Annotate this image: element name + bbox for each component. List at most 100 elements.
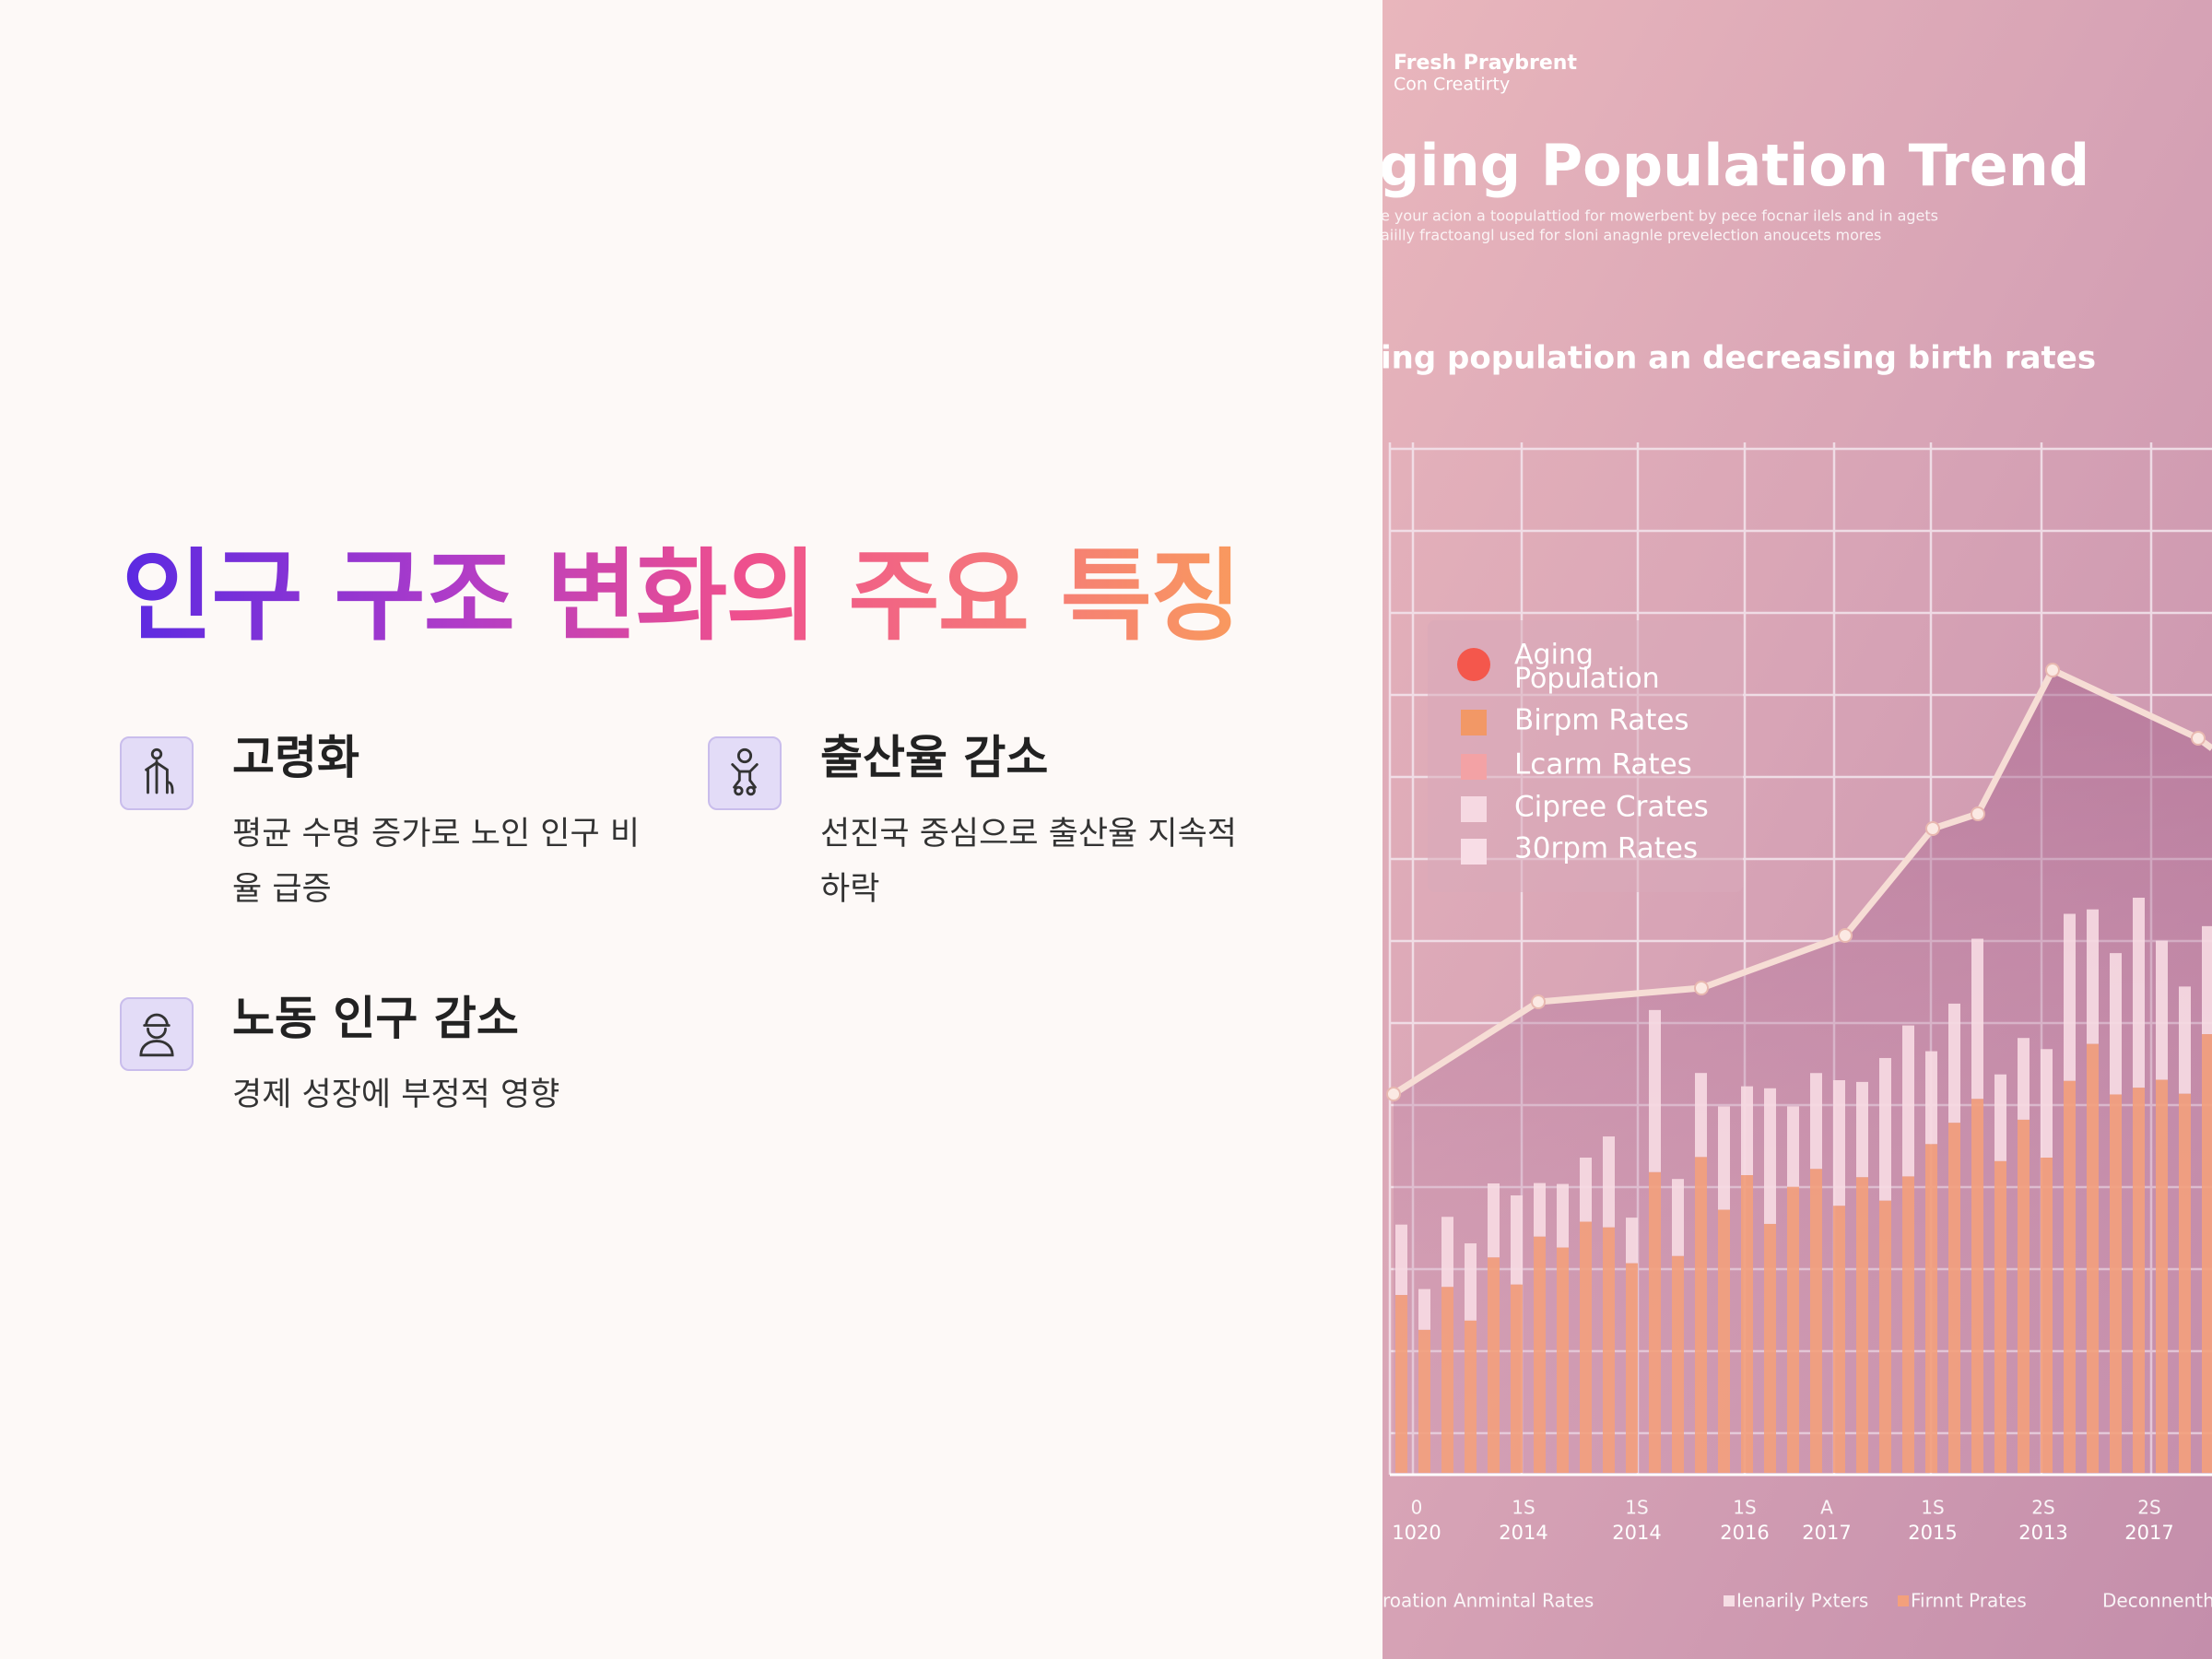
feature: 노동 인구 감소 경제 성장에 부정적 영향	[120, 992, 748, 1123]
x-tick-top: 0	[1411, 1497, 1423, 1519]
feature-title: 노동 인구 감소	[232, 992, 519, 1045]
decorative-bar	[1971, 938, 1983, 1100]
image-title: ging Population Trend	[1382, 132, 2089, 199]
x-tick-top: 1S	[1733, 1497, 1756, 1519]
decorative-bar	[1810, 1169, 1822, 1473]
decorative-bar	[2179, 1093, 2191, 1473]
decorative-bar	[2064, 1080, 2076, 1473]
decorative-bar	[1488, 1257, 1500, 1473]
legend-swatch	[1461, 839, 1487, 865]
decorative-bar	[1994, 1160, 2006, 1473]
legend-label: 30rpm Rates	[1514, 832, 1698, 865]
decorative-bar	[2018, 1119, 2030, 1473]
icon-worker	[120, 997, 194, 1071]
decorative-bar	[1902, 1025, 1914, 1177]
decorative-bar	[2064, 913, 2076, 1081]
image-subtitle: e your acion a toopulattiod for mowerben…	[1382, 207, 1938, 225]
legend-swatch	[1461, 710, 1487, 735]
decorative-bar	[1833, 1206, 1845, 1473]
decorative-bar	[2018, 1038, 2030, 1120]
decorative-bar	[1395, 1224, 1407, 1296]
decorative-bar	[2087, 909, 2099, 1044]
decorative-bar	[1764, 1223, 1776, 1473]
decorative-bar	[2133, 898, 2145, 1088]
x-tick-label: 2017	[2124, 1522, 2173, 1544]
decorative-bar	[1649, 1009, 1661, 1172]
decorative-bar	[1948, 1123, 1960, 1473]
x-tick-label: 2013	[2018, 1522, 2067, 1544]
legend-swatch	[1461, 796, 1487, 822]
decorative-bar	[1441, 1287, 1453, 1473]
decorative-bar	[1787, 1186, 1799, 1473]
decorative-bar	[1534, 1182, 1546, 1237]
decorative-bar	[1511, 1284, 1523, 1473]
point	[2191, 731, 2206, 746]
decorative-bar	[1925, 1051, 1937, 1145]
feature-title: 출산율 감소	[820, 731, 1049, 784]
decorative-bar	[1418, 1329, 1430, 1473]
heading: 인구 구조 변화의 주요 특징	[122, 516, 1241, 660]
x-tick-top: 1S	[1625, 1497, 1648, 1519]
decorative-bar	[2041, 1049, 2053, 1159]
point	[1386, 1087, 1401, 1101]
decorative-bar	[1879, 1200, 1891, 1473]
decorative-bar	[1695, 1073, 1707, 1158]
decorative-bar	[1441, 1217, 1453, 1288]
legend-label: Aging Population	[1514, 639, 1660, 695]
decorative-bar	[2156, 940, 2168, 1080]
decorative-bar	[2156, 1079, 2168, 1473]
feature-description: 경제 성장에 부정적 영향	[232, 1077, 560, 1113]
decorative-bar	[1580, 1157, 1592, 1222]
decorative-bar	[1833, 1080, 1845, 1206]
legend-box	[1428, 620, 1743, 892]
x-tick-top: A	[1820, 1497, 1833, 1519]
legend-label: Birpm Rates	[1514, 704, 1689, 737]
feature: 출산율 감소 선진국 중심으로 출산율 지속적 하락	[708, 731, 1336, 917]
footer-label: roation Anmintal Rates	[1382, 1590, 1594, 1612]
decorative-bar	[1465, 1243, 1477, 1321]
decorative-bar	[1465, 1320, 1477, 1473]
decorative-bar	[1994, 1074, 2006, 1161]
decorative-bar	[1557, 1247, 1569, 1473]
decorative-bar	[1511, 1194, 1523, 1285]
decorative-bar	[1672, 1179, 1684, 1256]
decorative-bar	[1787, 1106, 1799, 1187]
feature-description: 평균 수명 증가로 노인 인구 비율 급증	[232, 816, 641, 908]
decorative-bar	[2087, 1043, 2099, 1473]
legend-swatch	[1461, 754, 1487, 780]
decorative-bar	[1971, 1099, 1983, 1473]
image-subtitle: aiilly fractoangl used for sloni anagnle…	[1382, 227, 1881, 244]
decorative-bar	[1948, 1003, 1960, 1124]
legend-label: Lcarm Rates	[1514, 748, 1692, 782]
legend-label: Cipree Crates	[1514, 791, 1709, 824]
point	[2045, 663, 2060, 677]
decorative-bar	[1695, 1157, 1707, 1473]
decorative-bar	[2133, 1088, 2145, 1473]
point	[1925, 821, 1940, 836]
feature: 고령화 평균 수명 증가로 노인 인구 비율 급증	[120, 731, 748, 917]
point	[1971, 806, 1985, 821]
decorative-bar	[1580, 1221, 1592, 1473]
chart-title: ing population an decreasing birth rates	[1382, 340, 2096, 377]
x-tick-label: 2014	[1499, 1522, 1547, 1544]
decorative-bar	[1856, 1177, 1868, 1473]
decorative-bar	[1534, 1236, 1546, 1473]
decorative-bar	[1856, 1081, 1868, 1178]
decorative-bar	[2041, 1158, 2053, 1473]
decorative-bar	[1925, 1144, 1937, 1473]
x-tick-top: 1S	[1512, 1497, 1535, 1519]
decorative-bar	[2110, 953, 2122, 1095]
x-tick-label: 2016	[1720, 1522, 1769, 1544]
brand: Fresh Praybrent	[1394, 52, 1577, 75]
x-tick-top: 2S	[2031, 1497, 2054, 1519]
x-tick-label: 2015	[1908, 1522, 1957, 1544]
point	[1531, 994, 1546, 1009]
brand: Con Creatirty	[1394, 75, 1510, 95]
footer-swatch	[1898, 1595, 1909, 1606]
point	[1838, 928, 1853, 943]
x-tick-label: 2017	[1802, 1522, 1851, 1544]
decorative-bar	[1626, 1263, 1638, 1473]
icon-elderly	[120, 736, 194, 810]
